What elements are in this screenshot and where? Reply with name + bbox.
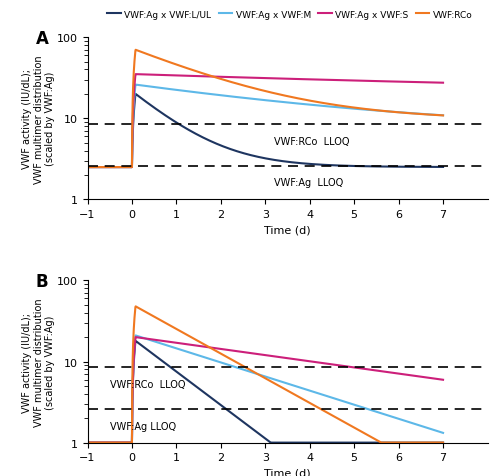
Text: VWF:Ag LLOQ: VWF:Ag LLOQ bbox=[110, 421, 176, 431]
Text: VWF:RCo  LLOQ: VWF:RCo LLOQ bbox=[110, 379, 185, 389]
Text: A: A bbox=[36, 30, 49, 48]
X-axis label: Time (d): Time (d) bbox=[264, 225, 311, 235]
Text: VWF:RCo  LLOQ: VWF:RCo LLOQ bbox=[274, 136, 349, 146]
Legend: VWF:Ag x VWF:L/UL, VWF:Ag x VWF:M, VWF:Ag x VWF:S, VWF:RCo: VWF:Ag x VWF:L/UL, VWF:Ag x VWF:M, VWF:A… bbox=[104, 7, 476, 23]
Text: B: B bbox=[36, 273, 48, 291]
Y-axis label: VWF activity (IU/dL);
VWF multimer distribution
(scaled by VWF:Ag): VWF activity (IU/dL); VWF multimer distr… bbox=[22, 55, 56, 183]
Text: VWF:Ag  LLOQ: VWF:Ag LLOQ bbox=[274, 178, 344, 188]
X-axis label: Time (d): Time (d) bbox=[264, 468, 311, 476]
Y-axis label: VWF activity (IU/dL);
VWF multimer distribution
(scaled by VWF:Ag): VWF activity (IU/dL); VWF multimer distr… bbox=[22, 298, 56, 426]
